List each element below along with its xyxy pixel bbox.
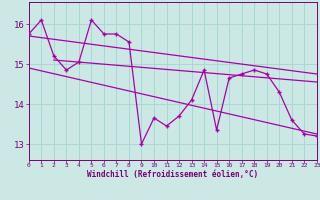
- X-axis label: Windchill (Refroidissement éolien,°C): Windchill (Refroidissement éolien,°C): [87, 170, 258, 179]
